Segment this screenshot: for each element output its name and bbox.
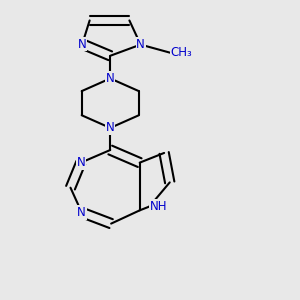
- Text: N: N: [106, 122, 115, 134]
- Text: NH: NH: [149, 200, 167, 213]
- Text: N: N: [77, 206, 86, 219]
- Text: N: N: [106, 72, 115, 85]
- Text: N: N: [76, 156, 85, 169]
- Text: N: N: [136, 38, 145, 51]
- Text: CH₃: CH₃: [171, 46, 192, 59]
- Text: N: N: [78, 38, 87, 50]
